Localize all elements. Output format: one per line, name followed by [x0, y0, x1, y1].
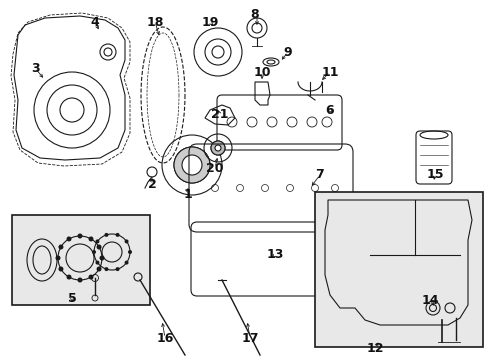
Text: 18: 18	[146, 15, 163, 28]
Text: 17: 17	[241, 332, 258, 345]
Circle shape	[104, 233, 108, 237]
Circle shape	[55, 256, 61, 261]
Text: 21: 21	[211, 108, 228, 122]
Text: 13: 13	[266, 248, 283, 261]
Circle shape	[115, 267, 120, 271]
Circle shape	[215, 145, 221, 151]
Bar	[12, 215, 150, 305]
Circle shape	[174, 147, 209, 183]
Circle shape	[96, 266, 102, 271]
Circle shape	[124, 239, 128, 243]
Text: 2: 2	[147, 179, 156, 192]
Text: 3: 3	[31, 62, 39, 75]
Text: 6: 6	[325, 104, 334, 117]
Circle shape	[59, 244, 63, 249]
Circle shape	[88, 237, 93, 242]
Text: 9: 9	[283, 45, 292, 58]
Circle shape	[182, 155, 202, 175]
Circle shape	[128, 250, 132, 254]
Text: 19: 19	[201, 15, 218, 28]
Circle shape	[66, 275, 71, 280]
Circle shape	[66, 237, 71, 242]
Text: 1: 1	[183, 189, 192, 202]
Circle shape	[77, 278, 82, 283]
Circle shape	[96, 244, 102, 249]
Text: 10: 10	[253, 66, 270, 78]
Circle shape	[210, 141, 224, 155]
Text: 7: 7	[315, 168, 324, 181]
Text: 14: 14	[420, 293, 438, 306]
Text: 5: 5	[67, 292, 76, 305]
Circle shape	[88, 275, 93, 280]
Circle shape	[115, 233, 120, 237]
Text: 4: 4	[90, 15, 99, 28]
Circle shape	[59, 266, 63, 271]
Circle shape	[77, 234, 82, 238]
Text: 15: 15	[426, 168, 443, 181]
Text: 16: 16	[156, 332, 173, 345]
Circle shape	[99, 256, 104, 261]
Text: 20: 20	[206, 162, 224, 175]
Text: 11: 11	[321, 66, 338, 78]
Text: 8: 8	[250, 9, 259, 22]
Circle shape	[104, 267, 108, 271]
Text: 12: 12	[366, 342, 383, 355]
Bar	[314, 192, 482, 347]
Circle shape	[95, 261, 99, 265]
Circle shape	[92, 250, 96, 254]
Circle shape	[124, 261, 128, 265]
Circle shape	[95, 239, 99, 243]
